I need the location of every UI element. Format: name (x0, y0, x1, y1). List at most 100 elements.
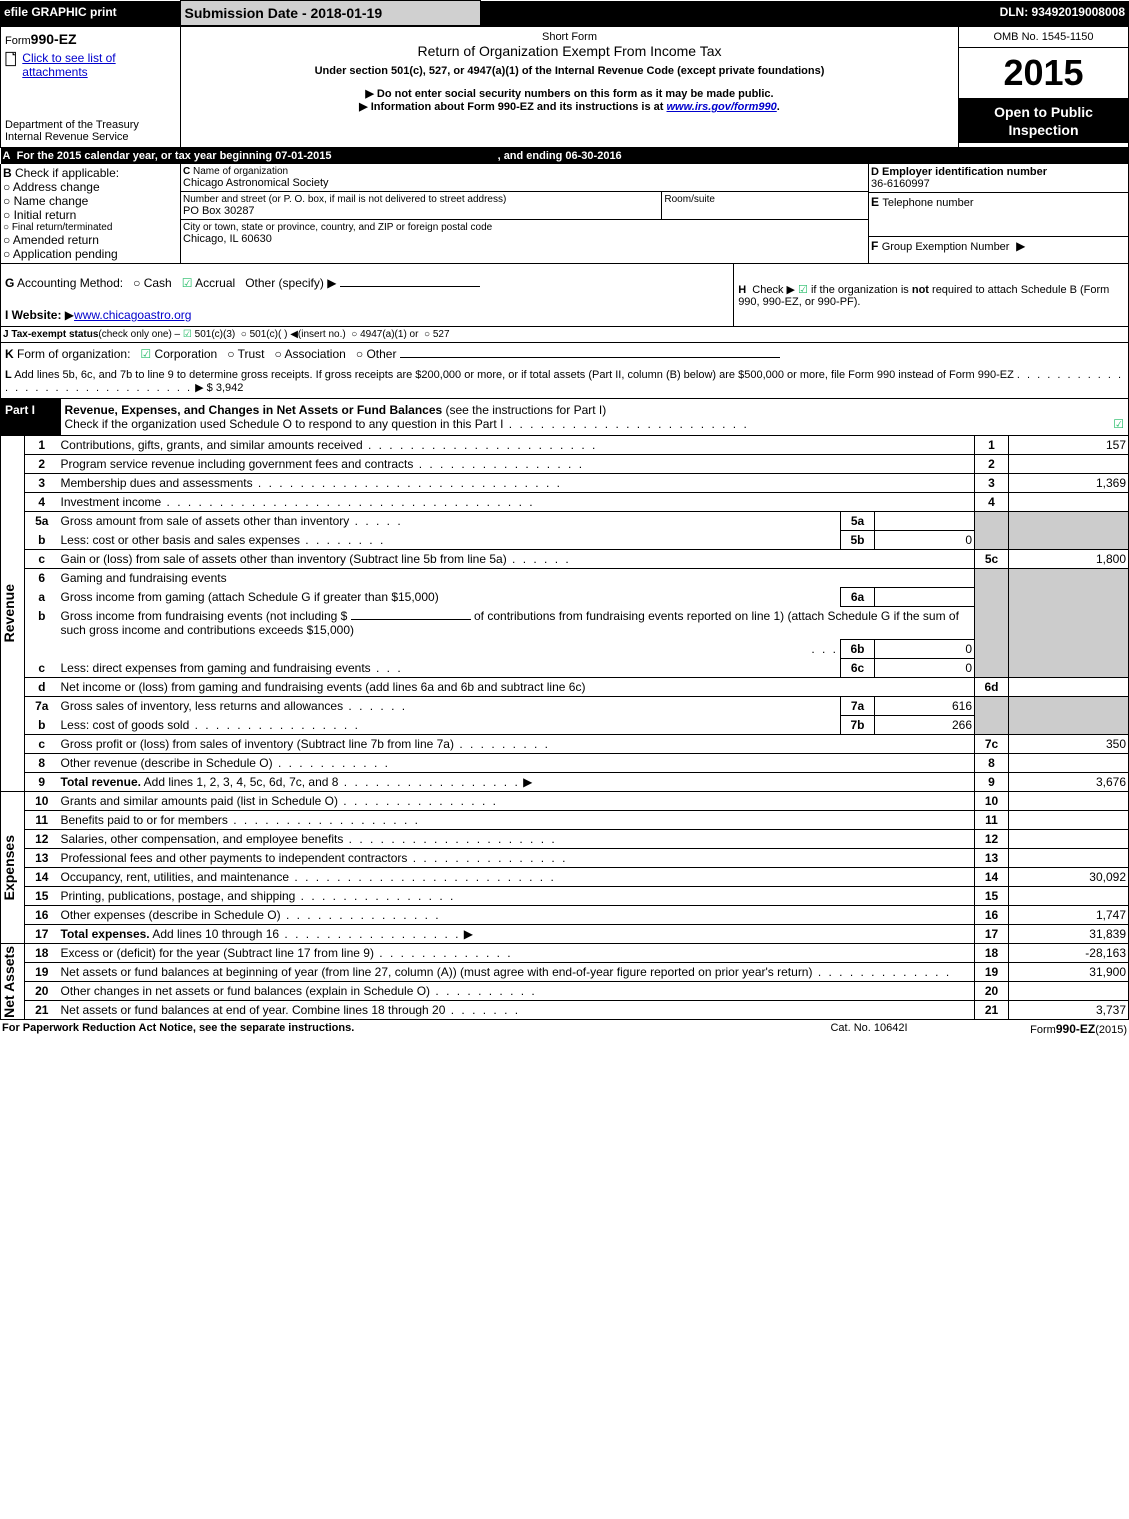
chk-cash[interactable]: ○ Cash (133, 276, 172, 290)
l5a-text: Gross amount from sale of assets other t… (61, 514, 350, 528)
l6c-text: Less: direct expenses from gaming and fu… (61, 661, 371, 675)
l6b-mid: 6b (841, 640, 875, 659)
chk-final-return[interactable]: ○ Final return/terminated (3, 222, 178, 233)
chk-527[interactable]: ○ (424, 329, 430, 340)
l18-rn: 18 (975, 944, 1009, 963)
ein-label: D Employer identification number (871, 166, 1126, 178)
l7b-mid: 7b (841, 716, 875, 735)
l10-text: Grants and similar amounts paid (list in… (61, 794, 338, 808)
dln-label: DLN: 93492019008008 (480, 1, 1129, 26)
org-info-block: A For the 2015 calendar year, or tax yea… (0, 148, 1129, 264)
l5c-amt: 1,800 (1009, 550, 1129, 569)
chk-accrual[interactable]: ☑ Accrual (182, 276, 235, 290)
line-h: H Check ▶ ☑ if the organization is not r… (734, 264, 1129, 326)
l3-num: 3 (25, 474, 59, 493)
l12-text: Salaries, other compensation, and employ… (61, 832, 344, 846)
l11-num: 11 (25, 811, 59, 830)
efile-label: efile GRAPHIC print (0, 1, 180, 26)
l9-rn: 9 (975, 773, 1009, 792)
grey-5 (975, 512, 1009, 550)
l5a-mida (875, 512, 975, 531)
footer-mid: Cat. No. 10642I (769, 1020, 969, 1038)
f-label: F (871, 239, 878, 253)
l20-rn: 20 (975, 982, 1009, 1001)
l8-text: Other revenue (describe in Schedule O) (61, 756, 273, 770)
l13-num: 13 (25, 849, 59, 868)
grey-5b (1009, 512, 1129, 550)
irs-label: Internal Revenue Service (5, 131, 176, 143)
l7b-text: Less: cost of goods sold (61, 718, 190, 732)
l5c-num: c (25, 550, 59, 569)
chk-assoc[interactable]: ○ (275, 347, 282, 361)
top-bar: efile GRAPHIC print Submission Date - 20… (0, 0, 1129, 26)
irs-link[interactable]: www.irs.gov/form990 (667, 101, 777, 113)
attachments-link[interactable]: Click to see list of attachments (22, 51, 176, 79)
l7c-text: Gross profit or (loss) from sales of inv… (61, 737, 454, 751)
l6-text: Gaming and fundraising events (61, 571, 227, 585)
grey-6 (975, 569, 1009, 678)
l5b-mida: 0 (875, 531, 975, 550)
website-link[interactable]: www.chicagoastro.org (74, 308, 191, 322)
l3-text: Membership dues and assessments (61, 476, 253, 490)
part1-check-text: Check if the organization used Schedule … (65, 417, 504, 431)
c-addr-label: Number and street (or P. O. box, if mail… (183, 194, 659, 205)
l18-text: Excess or (deficit) for the year (Subtra… (61, 946, 374, 960)
header-warn1: ▶ Do not enter social security numbers o… (185, 87, 954, 100)
chk-4947[interactable]: ○ (351, 329, 357, 340)
chk-app-pending[interactable]: ○ Application pending (3, 247, 178, 261)
l9-num: 9 (25, 773, 59, 792)
part1-check-box[interactable]: ☑ (1113, 417, 1124, 431)
chk-corp[interactable]: ☑ (140, 347, 151, 361)
l13-text: Professional fees and other payments to … (61, 851, 408, 865)
netassets-vert-label: Net Assets (1, 946, 17, 1018)
l8-rn: 8 (975, 754, 1009, 773)
l7c-rn: 7c (975, 735, 1009, 754)
l6d-rn: 6d (975, 678, 1009, 697)
line-g: G Accounting Method: ○ Cash ☑ Accrual Ot… (5, 276, 729, 290)
omb-number: OMB No. 1545-1150 (959, 27, 1128, 48)
l5c-text: Gain or (loss) from sale of assets other… (61, 552, 507, 566)
l19-amt: 31,900 (1009, 963, 1129, 982)
l7a-mid: 7a (841, 697, 875, 716)
l15-num: 15 (25, 887, 59, 906)
l10-rn: 10 (975, 792, 1009, 811)
l1-amt: 157 (1009, 436, 1129, 455)
chk-initial-return[interactable]: ○ Initial return (3, 208, 178, 222)
form-footer: For Paperwork Reduction Act Notice, see … (0, 1020, 1129, 1038)
l5b-mid: 5b (841, 531, 875, 550)
grey-6b (1009, 569, 1129, 678)
org-city-value: Chicago, IL 60630 (183, 233, 866, 245)
l3-rn: 3 (975, 474, 1009, 493)
l16-amt: 1,747 (1009, 906, 1129, 925)
l6-num: 6 (25, 569, 59, 588)
l7a-text: Gross sales of inventory, less returns a… (61, 699, 344, 713)
chk-501c[interactable]: ○ (241, 329, 247, 340)
grey-7 (975, 697, 1009, 735)
chk-address-change[interactable]: ○ Address change (3, 180, 178, 194)
l8-num: 8 (25, 754, 59, 773)
l6c-mid: 6c (841, 659, 875, 678)
l13-amt (1009, 849, 1129, 868)
chk-501c3[interactable]: ☑ (183, 329, 192, 340)
l10-num: 10 (25, 792, 59, 811)
l19-rn: 19 (975, 963, 1009, 982)
l6d-text: Net income or (loss) from gaming and fun… (61, 680, 586, 694)
chk-h[interactable]: ☑ (798, 284, 808, 296)
open-to-public: Open to Public Inspection (959, 99, 1128, 143)
header-warn2: ▶ Information about Form 990-EZ and its … (185, 100, 954, 113)
c-name-label: C Name of organization (183, 166, 866, 177)
l6c-num: c (25, 659, 59, 678)
chk-trust[interactable]: ○ (227, 347, 234, 361)
l14-rn: 14 (975, 868, 1009, 887)
chk-name-change[interactable]: ○ Name change (3, 194, 178, 208)
l6a-mid: 6a (841, 588, 875, 607)
chk-amended-return[interactable]: ○ Amended return (3, 233, 178, 247)
l4-text: Investment income (61, 495, 162, 509)
l7b-num: b (25, 716, 59, 735)
l2-rn: 2 (975, 455, 1009, 474)
part1-header-row: Part I Revenue, Expenses, and Changes in… (0, 399, 1129, 436)
l6d-amt (1009, 678, 1129, 697)
chk-other-org[interactable]: ○ (356, 347, 363, 361)
footer-right: Form990-EZ(2015) (969, 1020, 1129, 1038)
chk-other-acct[interactable]: Other (specify) ▶ (245, 276, 336, 290)
